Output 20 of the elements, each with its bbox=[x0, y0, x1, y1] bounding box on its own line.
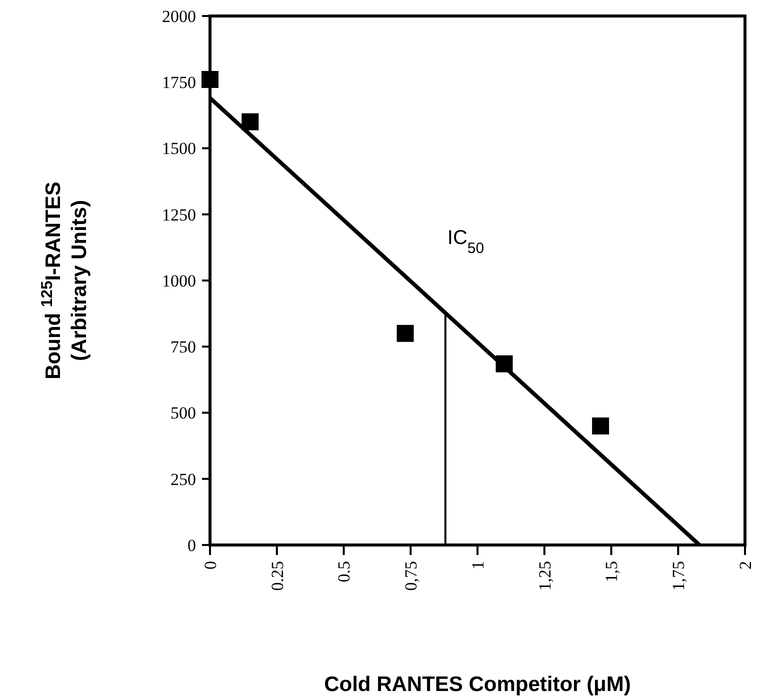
x-tick-label: 1,75 bbox=[669, 561, 688, 591]
x-tick-label: 1,25 bbox=[535, 561, 554, 591]
x-tick-label: 1,5 bbox=[602, 561, 622, 582]
y-tick-label: 0 bbox=[188, 536, 196, 555]
y-tick-label: 1500 bbox=[162, 139, 196, 158]
x-axis-title: Cold RANTES Competitor (μM) bbox=[324, 673, 631, 696]
y-tick-label: 1250 bbox=[162, 205, 196, 224]
x-tick-label: 1 bbox=[468, 561, 488, 570]
y-tick-label: 750 bbox=[170, 338, 196, 357]
x-tick-label: 0 bbox=[200, 561, 220, 570]
x-tick-label: 0.25 bbox=[268, 561, 287, 591]
y-tick-label: 250 bbox=[170, 470, 196, 489]
y-tick-label: 2000 bbox=[162, 6, 196, 26]
x-tick-label: 0,75 bbox=[402, 561, 421, 591]
x-tick-label: 0.5 bbox=[334, 561, 354, 582]
y-tick-label: 1000 bbox=[162, 271, 196, 290]
annotation: IC$_{50}$ bbox=[447, 226, 484, 256]
y-tick-label: 1750 bbox=[162, 73, 196, 92]
y-tick-label: 500 bbox=[170, 404, 196, 423]
x-tick-label: 2 bbox=[736, 561, 755, 570]
